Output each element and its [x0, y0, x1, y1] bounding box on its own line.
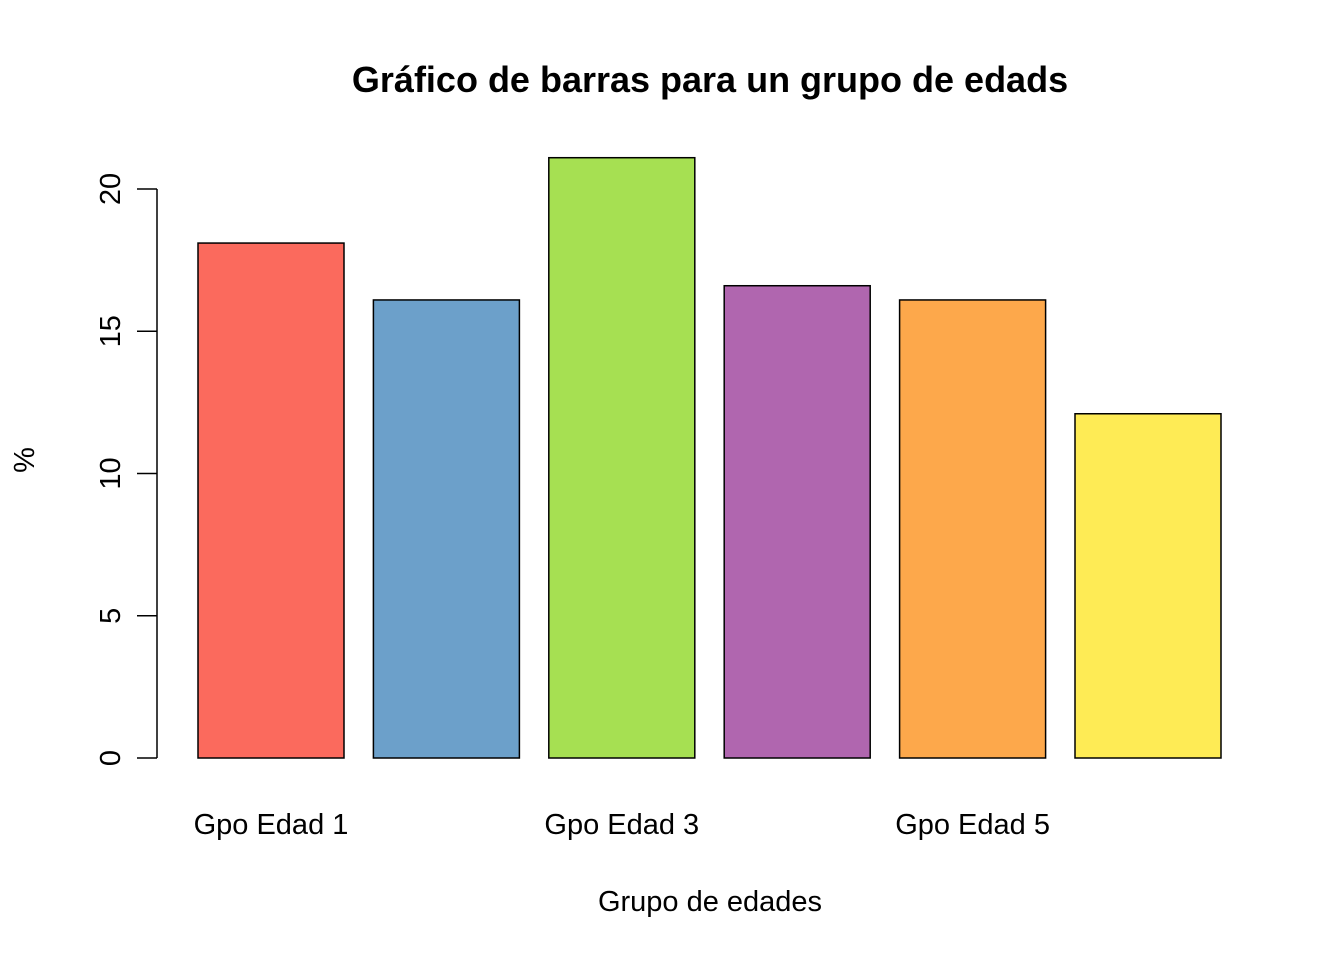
bar-2: [372, 299, 521, 759]
y-tick-label-5: 5: [95, 608, 127, 624]
bar-6: [1074, 413, 1222, 759]
y-tick-label-10: 10: [95, 457, 127, 489]
x-tick-label-3: Gpo Edad 3: [544, 809, 699, 841]
y-tick-label-0: 0: [95, 750, 127, 766]
y-tick-label-20: 20: [95, 173, 127, 205]
bar-3: [548, 156, 696, 759]
y-axis: 0 5 10 15 20: [95, 173, 158, 766]
bar-4: [723, 284, 871, 759]
chart-title: Gráfico de barras para un grupo de edads: [352, 59, 1068, 100]
bar-1: [197, 242, 345, 759]
y-tick-label-15: 15: [95, 315, 127, 347]
x-axis-label: Grupo de edades: [598, 886, 822, 918]
y-axis-label: %: [9, 447, 41, 473]
x-tick-label-5: Gpo Edad 5: [895, 809, 1050, 841]
bar-5: [898, 299, 1047, 759]
x-tick-label-1: Gpo Edad 1: [194, 809, 349, 841]
bars-group: [197, 156, 1222, 759]
x-tick-labels: Gpo Edad 1 Gpo Edad 3 Gpo Edad 5: [194, 809, 1050, 841]
